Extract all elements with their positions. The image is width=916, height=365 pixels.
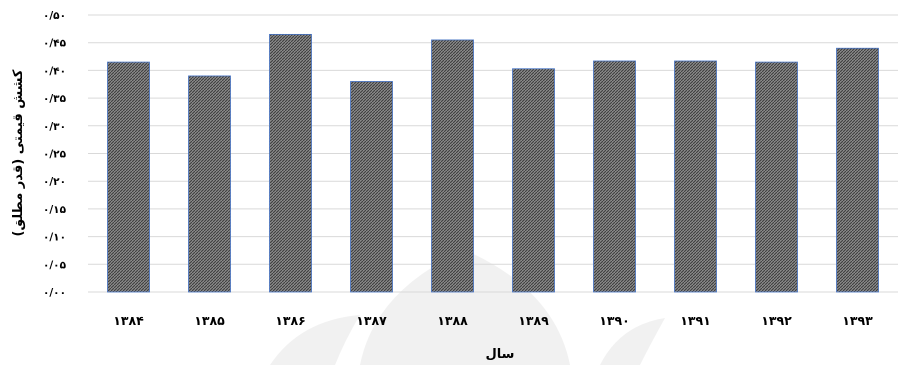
- y-tick-label: ۰/۴۵: [43, 38, 67, 50]
- bar: [431, 39, 474, 293]
- y-tick-label: ۰/۲۵: [43, 149, 67, 161]
- y-tick-label: ۰/۲۰: [43, 176, 66, 188]
- bar: [836, 47, 879, 293]
- x-tick-label: ۱۳۹۳: [842, 313, 873, 328]
- bars: [107, 33, 879, 293]
- y-tick-label: ۰/۰۵: [43, 259, 67, 271]
- x-tick-label: ۱۳۸۴: [113, 313, 144, 328]
- bar: [512, 68, 555, 293]
- y-axis-ticks: ۰/۰۰ ۰/۰۵ ۰/۱۰ ۰/۱۵ ۰/۲۰ ۰/۲۵ ۰/۳۰ ۰/۳۵ ۰/۴۰ ۰/۴۵…: [43, 10, 67, 299]
- y-tick-label: ۰/۵۰: [43, 10, 66, 22]
- bar: [107, 61, 150, 293]
- y-tick-label: ۰/۱۵: [43, 204, 67, 216]
- bar: [188, 75, 231, 293]
- watermark-logo: [270, 250, 665, 365]
- y-tick-label: ۰/۳۵: [43, 93, 67, 105]
- y-tick-label: ۰/۰۰: [43, 287, 66, 299]
- x-axis-ticks: ۱۳۸۴ ۱۳۸۵ ۱۳۸۶ ۱۳۸۷ ۱۳۸۸ ۱۳۸۹ ۱۳۹۰ ۱۳۹۱ ۱۳۹۲ ۱۳۹۳: [113, 313, 873, 328]
- x-tick-label: ۱۳۸۶: [275, 313, 306, 328]
- y-tick-label: ۰/۱۰: [43, 232, 66, 244]
- bar: [674, 60, 717, 293]
- y-tick-label: ۰/۳۰: [43, 121, 66, 133]
- bar: [350, 81, 393, 293]
- x-tick-label: ۱۳۸۹: [518, 313, 549, 328]
- x-tick-label: ۱۳۸۸: [437, 313, 468, 328]
- bar: [755, 61, 798, 293]
- bar: [593, 60, 636, 293]
- x-tick-label: ۱۳۹۲: [761, 313, 792, 328]
- x-tick-label: ۱۳۸۵: [194, 313, 225, 328]
- bar: [269, 33, 312, 293]
- y-axis-title: کشش قیمتی (قدر مطلق): [11, 69, 26, 236]
- x-tick-label: ۱۳۸۷: [356, 313, 387, 328]
- x-tick-label: ۱۳۹۰: [599, 313, 630, 328]
- x-tick-label: ۱۳۹۱: [680, 313, 711, 328]
- y-tick-label: ۰/۴۰: [43, 65, 66, 77]
- x-axis-title: سال: [486, 347, 515, 362]
